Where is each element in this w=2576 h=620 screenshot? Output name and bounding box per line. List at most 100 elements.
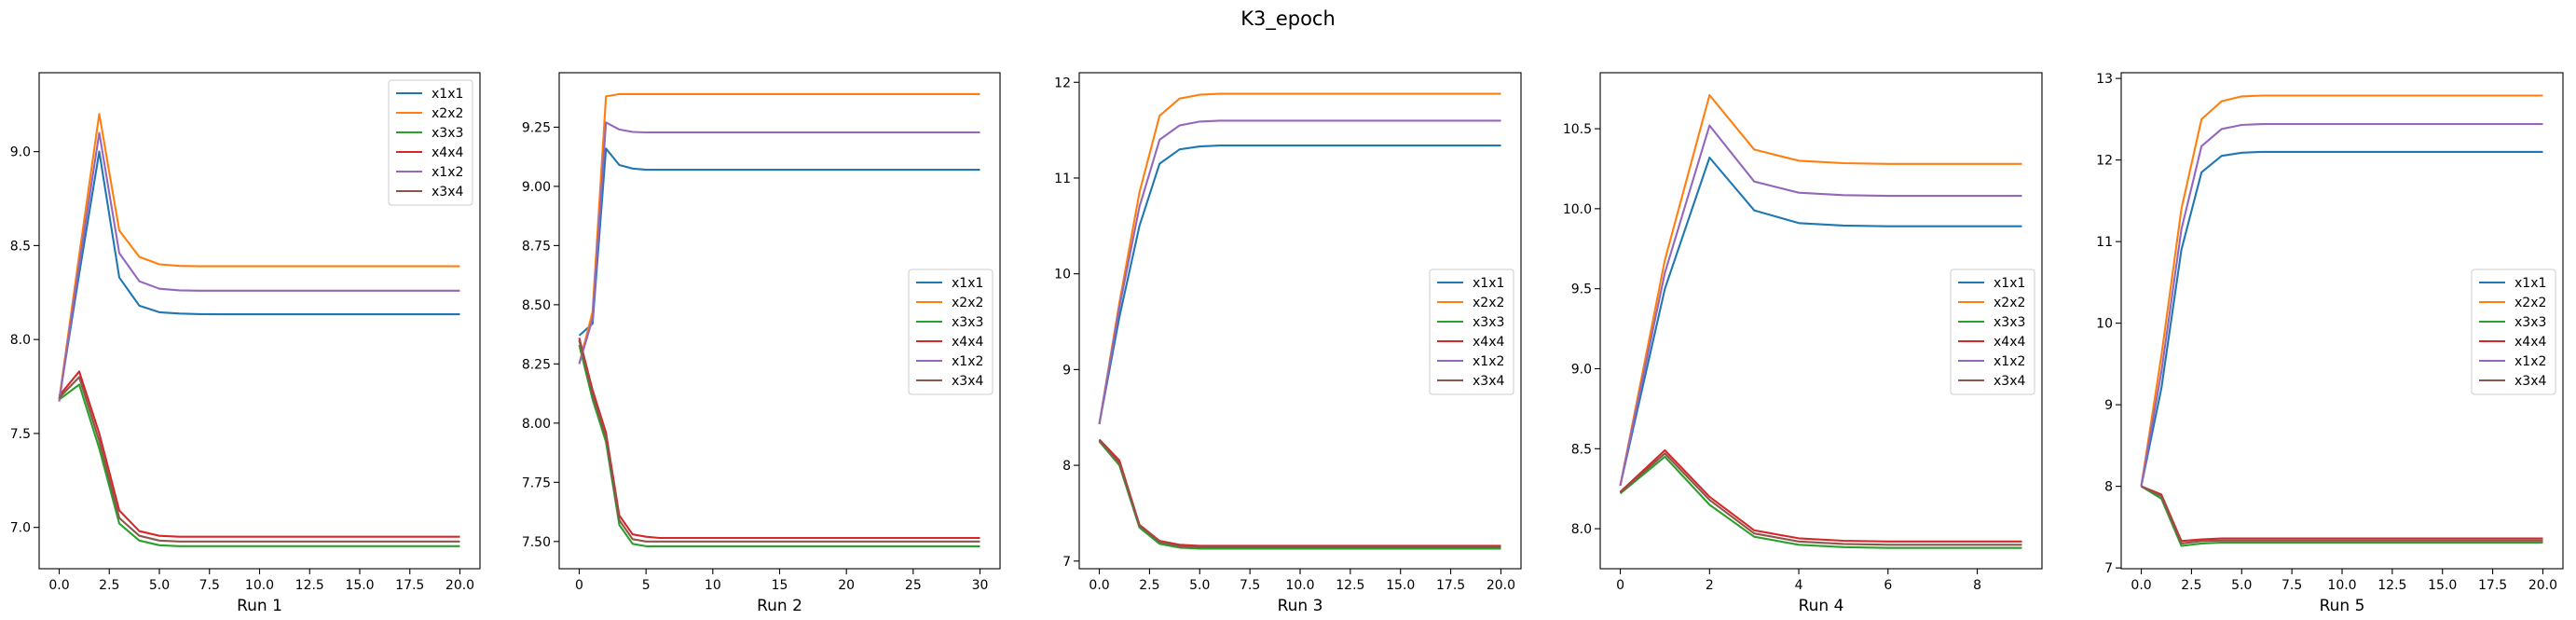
legend-label-x3x3: x3x3 — [2514, 315, 2546, 330]
y-tick-label: 9.0 — [1571, 362, 1592, 377]
legend-label-x1x2: x1x2 — [432, 165, 463, 180]
legend-label-x1x1: x1x1 — [1994, 276, 2025, 291]
legend-box — [1429, 269, 1514, 395]
series-line-x3x3 — [1619, 455, 2022, 549]
y-tick-label: 7 — [1062, 555, 1071, 570]
series-line-x3x3 — [1098, 440, 1501, 550]
y-tick-label: 7.50 — [522, 535, 551, 550]
legend-label-x1x1: x1x1 — [2514, 276, 2546, 291]
x-tick-label: 12.5 — [1336, 578, 1364, 593]
legend-label-x2x2: x2x2 — [1994, 296, 2025, 310]
series-line-x4x4 — [58, 370, 460, 538]
x-tick-label: 4 — [1795, 578, 1803, 593]
y-tick-label: 7.0 — [10, 521, 31, 536]
series-line-x1x1 — [2140, 150, 2543, 487]
legend-label-x2x2: x2x2 — [1473, 296, 1504, 310]
x-axis-label: Run 5 — [2320, 597, 2365, 615]
y-tick-label: 11 — [2096, 235, 2113, 250]
legend-label-x4x4: x4x4 — [2514, 335, 2546, 350]
legend-label-x3x3: x3x3 — [1994, 315, 2025, 330]
series-line-x4x4 — [2141, 485, 2543, 543]
series-line-x2x2 — [1098, 92, 1501, 425]
x-tick-label: 15.0 — [1386, 578, 1415, 593]
series-line-x1x2 — [578, 121, 980, 365]
legend-label-x1x2: x1x2 — [1994, 354, 2025, 369]
x-tick-label: 15.0 — [2428, 578, 2457, 593]
y-tick-label: 8.0 — [1571, 522, 1592, 537]
x-tick-label: 2.5 — [99, 578, 119, 593]
x-tick-label: 20.0 — [445, 578, 474, 593]
legend-label-x2x2: x2x2 — [952, 296, 983, 310]
legend: x1x1 x2x2 x3x3 x4x4 x1x2 x3x4 — [1950, 269, 2035, 395]
y-tick-label: 8.50 — [522, 298, 551, 313]
legend: x1x1 x2x2 x3x3 x4x4 x1x2 x3x4 — [908, 269, 993, 395]
subplot-run-5: 0.0 2.5 5.0 7.5 10.0 12.5 15.0 17.5 20.0 7 8 9 10 11 1… — [2096, 72, 2564, 615]
plot-frame — [1599, 72, 2043, 570]
legend-label-x3x4: x3x4 — [1473, 374, 1504, 389]
legend-box — [908, 269, 993, 395]
x-tick-label: 7.5 — [1240, 578, 1260, 593]
x-tick-label: 7.5 — [199, 578, 220, 593]
x-tick-label: 20 — [838, 578, 855, 593]
y-tick-label: 8.00 — [522, 417, 551, 432]
series-line-x1x2 — [1619, 124, 2022, 487]
y-tick-label: 8.5 — [1571, 442, 1592, 457]
series-line-x3x4 — [2141, 485, 2543, 544]
y-tick-label: 10.5 — [1563, 122, 1592, 137]
x-tick-label: 15 — [772, 578, 788, 593]
y-tick-label: 10.0 — [1563, 202, 1592, 217]
x-tick-label: 0.0 — [2131, 578, 2151, 593]
legend-box — [388, 79, 473, 206]
series-line-x2x2 — [1619, 93, 2022, 487]
y-tick-label: 8.5 — [10, 239, 31, 254]
x-tick-label: 17.5 — [2478, 578, 2507, 593]
series-line-x3x3 — [2140, 485, 2543, 547]
y-tick-label: 10 — [2096, 317, 2113, 332]
x-tick-label: 10.0 — [245, 578, 274, 593]
legend-box — [1950, 269, 2035, 395]
subplot-run-2: 0 5 10 15 20 25 30 7.50 7.75 8.00 8.25 8.50 8.75 9.00… — [522, 72, 1001, 615]
y-tick-label: 7.75 — [522, 475, 551, 490]
x-tick-label: 10.0 — [2327, 578, 2356, 593]
x-tick-label: 7.5 — [2281, 578, 2302, 593]
legend-label-x1x1: x1x1 — [1473, 276, 1504, 291]
series-line-x1x1 — [1619, 156, 2022, 487]
series-line-x1x2 — [1098, 119, 1501, 425]
x-tick-label: 20.0 — [1487, 578, 1515, 593]
legend-label-x2x2: x2x2 — [432, 106, 463, 121]
x-tick-label: 10 — [705, 578, 721, 593]
series-line-x2x2 — [2140, 94, 2543, 487]
x-tick-label: 12.5 — [295, 578, 324, 593]
legend-label-x1x2: x1x2 — [952, 354, 983, 369]
y-tick-label: 8.0 — [10, 333, 31, 348]
x-tick-label: 5.0 — [1189, 578, 1210, 593]
y-tick-label: 11 — [1054, 172, 1071, 186]
y-tick-label: 9.5 — [1571, 282, 1592, 297]
series-line-x2x2 — [578, 92, 980, 365]
x-tick-label: 2.5 — [2181, 578, 2201, 593]
series-line-x3x4 — [1098, 439, 1501, 548]
legend-label-x3x4: x3x4 — [952, 374, 983, 389]
x-tick-label: 0 — [1616, 578, 1624, 593]
y-tick-label: 8.75 — [522, 239, 551, 254]
y-tick-label: 13 — [2096, 72, 2113, 87]
y-tick-label: 9.25 — [522, 120, 551, 135]
y-tick-label: 8 — [1062, 459, 1071, 474]
series-line-x3x3 — [58, 383, 460, 547]
figure-title: K3_epoch — [1240, 7, 1336, 31]
x-tick-label: 17.5 — [1436, 578, 1465, 593]
series-line-x2x2 — [58, 113, 460, 400]
x-tick-label: 10.0 — [1285, 578, 1314, 593]
x-tick-label: 0 — [575, 578, 583, 593]
series-line-x1x2 — [58, 131, 460, 402]
legend-box — [2471, 269, 2556, 395]
subplots: 0.0 2.5 5.0 7.5 10.0 12.5 15.0 17.5 20.0 7.0 7.5 8.… — [10, 72, 2564, 615]
x-tick-label: 30 — [972, 578, 989, 593]
y-tick-label: 9 — [1062, 363, 1071, 378]
x-tick-label: 0.0 — [48, 578, 69, 593]
legend-label-x4x4: x4x4 — [1473, 335, 1504, 350]
x-tick-label: 5.0 — [149, 578, 170, 593]
series-line-x4x4 — [1098, 438, 1501, 547]
legend-label-x3x4: x3x4 — [432, 185, 463, 200]
series-line-x1x2 — [2140, 123, 2543, 487]
